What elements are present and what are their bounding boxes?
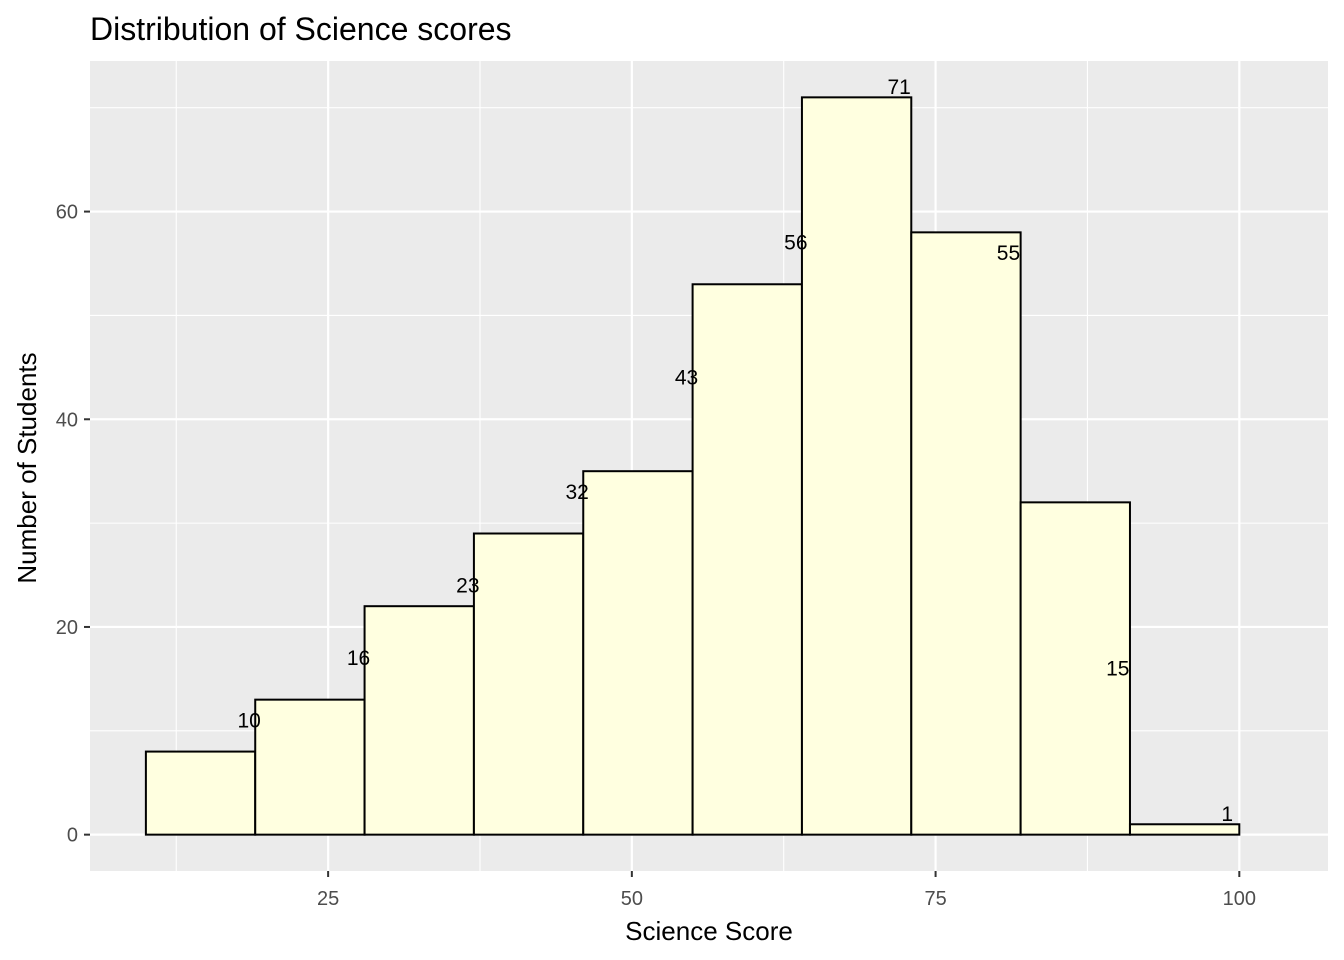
histogram-bar-8 [910, 231, 1022, 836]
x-tick-label: 50 [621, 888, 643, 910]
histogram-bar-5 [582, 470, 694, 836]
y-tick-label: 0 [67, 825, 78, 847]
x-axis: 25 50 75 100 [317, 871, 1256, 910]
chart-title: Distribution of Science scores [90, 11, 512, 47]
bar-label-3: 23 [456, 574, 479, 597]
histogram-bar-3 [363, 605, 475, 836]
y-axis-title: Number of Students [12, 352, 42, 583]
bar-label-5: 43 [675, 367, 698, 390]
bar-label-4: 32 [566, 481, 589, 504]
y-tick-label: 20 [56, 617, 78, 639]
y-tick-label: 60 [56, 202, 78, 224]
bar-count-labels: 10 16 23 32 43 56 71 55 15 1 [237, 76, 1233, 826]
y-tick-label: 40 [56, 409, 78, 431]
bar-label-6: 56 [784, 232, 807, 255]
bar-label-10: 1 [1221, 803, 1233, 826]
bar-label-1: 10 [237, 709, 260, 732]
histogram-bar-2 [254, 698, 366, 836]
histogram-bar-4 [472, 532, 585, 836]
histogram-bar-10 [1128, 823, 1241, 836]
x-tick-label: 25 [317, 888, 339, 910]
x-axis-title: Science Score [625, 916, 793, 946]
x-tick-label: 75 [924, 888, 946, 910]
histogram-bars [144, 96, 1241, 836]
bar-label-2: 16 [347, 647, 370, 670]
y-axis: 0 20 40 60 [56, 202, 90, 847]
x-tick-label: 100 [1223, 888, 1256, 910]
histogram-bar-6 [691, 283, 803, 836]
bar-label-9: 15 [1106, 658, 1129, 681]
histogram-bar-9 [1019, 501, 1131, 836]
histogram-bar-1 [144, 750, 257, 836]
histogram-bar-7 [800, 96, 913, 836]
bar-label-7: 71 [887, 76, 910, 99]
bar-label-8: 55 [997, 242, 1020, 265]
